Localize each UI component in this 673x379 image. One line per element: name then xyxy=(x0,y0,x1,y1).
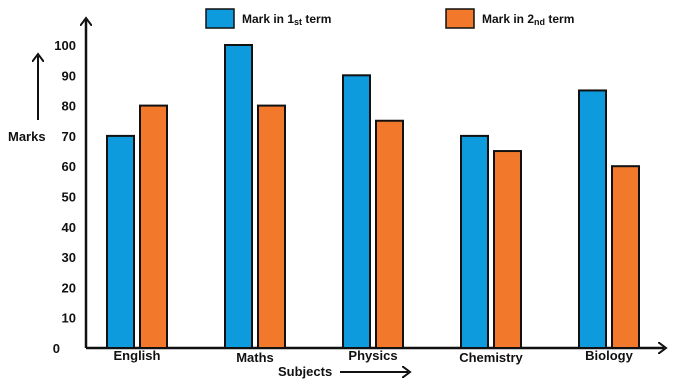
legend-label: Mark in 2nd term xyxy=(482,12,574,27)
y-tick-label: 50 xyxy=(62,190,76,205)
category-label: Chemistry xyxy=(459,350,523,365)
y-tick-label: 0 xyxy=(53,341,60,356)
y-tick-label: 60 xyxy=(62,159,76,174)
legend-swatch xyxy=(445,8,475,29)
category-label: Physics xyxy=(348,348,397,363)
bar-chemistry-series-2 xyxy=(493,150,522,349)
bar-biology-series-2 xyxy=(611,165,640,349)
y-axis-label: Marks xyxy=(8,129,46,144)
category-label: Maths xyxy=(236,350,274,365)
x-axis-label: Subjects xyxy=(278,364,332,379)
legend-swatch xyxy=(205,8,235,29)
category-label: English xyxy=(114,348,161,363)
bar-maths-series-2 xyxy=(257,104,286,349)
bar-chemistry-series-1 xyxy=(460,134,489,349)
legend-label: Mark in 1st term xyxy=(242,12,331,27)
y-tick-label: 90 xyxy=(62,68,76,83)
y-tick-label: 20 xyxy=(62,280,76,295)
bar-physics-series-1 xyxy=(342,74,371,350)
y-tick-label: 40 xyxy=(62,220,76,235)
bar-physics-series-2 xyxy=(375,119,404,349)
y-tick-label: 70 xyxy=(62,129,76,144)
bar-english-series-2 xyxy=(139,104,168,349)
y-tick-label: 100 xyxy=(54,38,76,53)
y-tick-label: 10 xyxy=(62,311,76,326)
bar-maths-series-1 xyxy=(224,44,253,349)
bar-biology-series-1 xyxy=(578,89,607,349)
y-tick-label: 30 xyxy=(62,250,76,265)
bar-english-series-1 xyxy=(106,134,135,349)
category-label: Biology xyxy=(585,348,633,363)
y-tick-label: 80 xyxy=(62,99,76,114)
